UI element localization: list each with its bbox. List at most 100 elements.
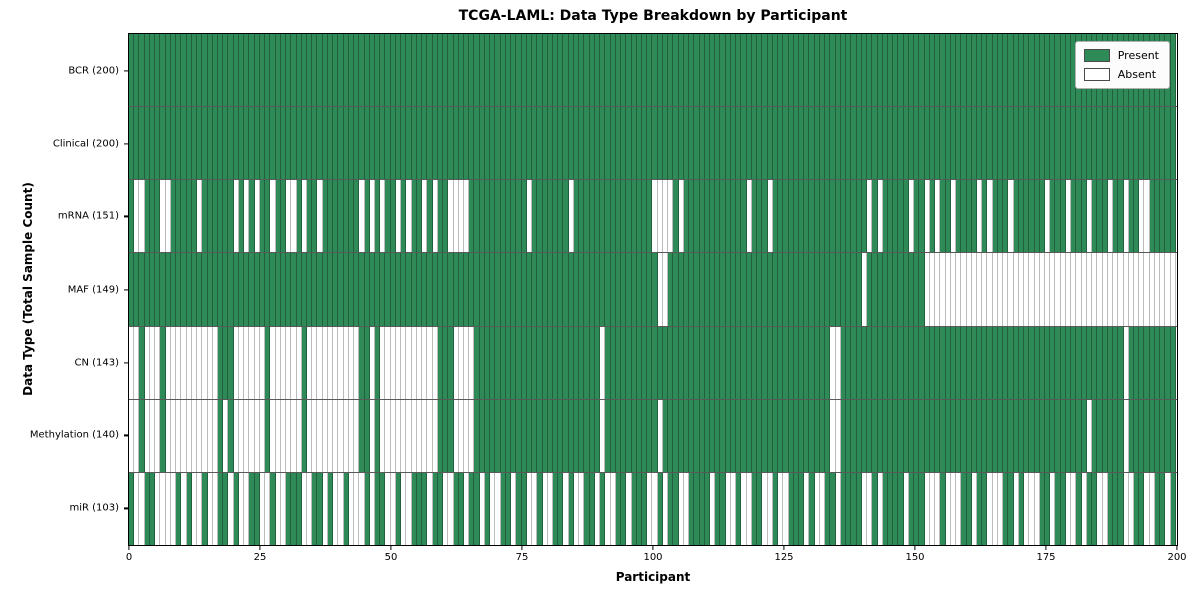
absent-cell [1139, 253, 1145, 326]
present-cell [725, 399, 731, 472]
present-cell [317, 34, 323, 107]
present-cell [673, 34, 679, 107]
present-cell [1113, 472, 1119, 545]
present-cell [945, 399, 951, 472]
present-cell [605, 180, 611, 253]
present-cell [217, 472, 224, 545]
absent-cell [966, 253, 972, 326]
absent-cell [1024, 472, 1030, 545]
present-cell [621, 34, 627, 107]
present-cell [129, 472, 135, 545]
present-cell [720, 399, 726, 472]
absent-cell [134, 472, 140, 545]
absent-cell [149, 326, 156, 399]
present-cell [594, 399, 601, 472]
present-cell [1128, 399, 1134, 472]
present-cell [238, 34, 245, 107]
present-cell [1154, 180, 1161, 253]
present-cell [689, 326, 695, 399]
present-cell [573, 253, 580, 326]
present-cell [1134, 180, 1140, 253]
present-cell [887, 253, 894, 326]
absent-cell [1123, 326, 1129, 399]
present-cell [877, 253, 883, 326]
present-cell [427, 107, 433, 180]
present-cell [1160, 180, 1166, 253]
present-cell [730, 326, 737, 399]
present-cell [1071, 399, 1077, 472]
present-cell [443, 399, 449, 472]
present-cell [568, 472, 574, 545]
present-cell [380, 34, 386, 107]
absent-cell [1045, 180, 1051, 253]
absent-cell [464, 472, 470, 545]
present-cell [484, 399, 491, 472]
absent-cell [249, 326, 255, 399]
present-cell [474, 107, 480, 180]
absent-cell [228, 472, 234, 545]
absent-cell [202, 326, 208, 399]
absent-cell [155, 399, 161, 472]
present-cell [312, 253, 318, 326]
present-cell [155, 107, 161, 180]
present-cell [170, 180, 177, 253]
present-cell [254, 34, 260, 107]
present-cell [364, 180, 370, 253]
x-tick-mark [1176, 545, 1178, 550]
present-cell [1097, 326, 1103, 399]
present-cell [1092, 180, 1098, 253]
present-cell [689, 180, 695, 253]
present-cell [301, 253, 307, 326]
present-cell [160, 253, 166, 326]
present-cell [176, 180, 182, 253]
present-cell [872, 326, 878, 399]
present-cell [872, 107, 878, 180]
present-cell [552, 472, 559, 545]
absent-cell [1050, 253, 1056, 326]
present-cell [778, 180, 784, 253]
present-cell [856, 107, 862, 180]
present-cell [1003, 326, 1009, 399]
present-cell [950, 399, 957, 472]
absent-cell [322, 399, 328, 472]
present-cell [416, 107, 423, 180]
absent-cell [945, 472, 951, 545]
present-cell [600, 107, 606, 180]
absent-cell [306, 326, 313, 399]
present-cell [987, 399, 993, 472]
present-cell [772, 326, 779, 399]
present-cell [809, 472, 815, 545]
present-cell [1107, 399, 1114, 472]
absent-cell [987, 253, 993, 326]
absent-cell [291, 399, 297, 472]
present-cell [840, 326, 847, 399]
present-cell [683, 34, 690, 107]
present-cell [819, 253, 826, 326]
absent-cell [212, 472, 218, 545]
present-cell [1086, 326, 1093, 399]
present-cell [725, 34, 731, 107]
present-cell [919, 180, 925, 253]
present-cell [741, 107, 747, 180]
absent-cell [1081, 472, 1087, 545]
present-cell [699, 34, 705, 107]
present-cell [1086, 472, 1093, 545]
present-cell [793, 107, 799, 180]
present-cell [641, 107, 648, 180]
present-cell [1134, 399, 1140, 472]
present-cell [720, 107, 726, 180]
present-cell [704, 253, 711, 326]
present-cell [568, 34, 574, 107]
present-cell [1165, 399, 1171, 472]
present-cell [783, 180, 789, 253]
present-cell [469, 180, 475, 253]
absent-cell [1086, 180, 1093, 253]
present-cell [741, 253, 747, 326]
present-cell [1170, 180, 1176, 253]
present-cell [511, 180, 517, 253]
present-cell [348, 253, 355, 326]
absent-cell [950, 472, 957, 545]
present-cell [1008, 326, 1014, 399]
present-cell [783, 107, 789, 180]
y-tick-mark [124, 142, 129, 145]
